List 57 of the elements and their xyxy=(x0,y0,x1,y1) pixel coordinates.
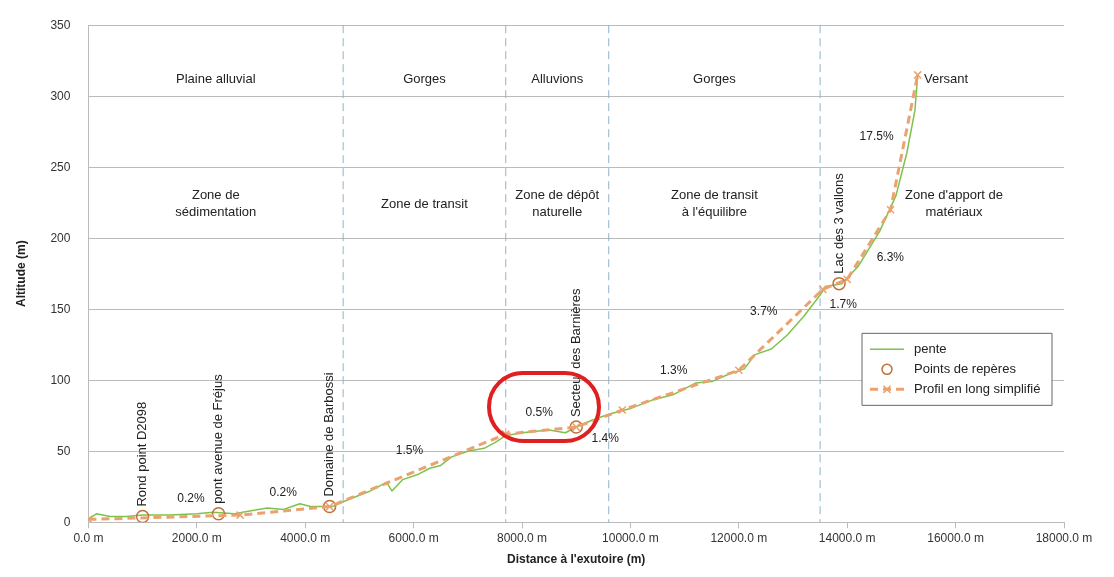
annotation: 0.2% xyxy=(177,491,205,506)
annotation: Zone de dépôt naturelle xyxy=(515,187,600,220)
point xyxy=(818,285,828,294)
data-label: Domaine de Barbossi xyxy=(321,372,337,497)
annotation: Versant xyxy=(924,71,969,87)
annotation: Plaine alluvial xyxy=(176,71,256,87)
legend-label: pente xyxy=(914,340,947,356)
x-tick-label: 14000.0 m xyxy=(818,530,876,545)
y-tick-label: 150 xyxy=(50,301,71,316)
point xyxy=(235,510,245,520)
x-tick-label: 4000.0 m xyxy=(280,530,331,545)
annotation: 0.2% xyxy=(269,484,298,499)
point xyxy=(832,276,846,291)
x-axis-title: Distance à l'exutoire (m) xyxy=(507,552,646,567)
annotation: Zone de sédimentation xyxy=(175,187,257,220)
annotation: Gorges xyxy=(403,71,447,87)
x-tick-label: 0.0 m xyxy=(73,530,104,545)
point xyxy=(842,275,852,284)
legend-label: Points de repères xyxy=(914,360,1017,376)
y-axis-title: Altitude (m) xyxy=(13,240,28,308)
point xyxy=(734,365,744,375)
y-tick-label: 0 xyxy=(63,514,71,529)
annotation: 1.4% xyxy=(591,431,620,446)
x-tick-label: 6000.0 m xyxy=(388,530,439,545)
point xyxy=(135,509,150,523)
y-tick-label: 250 xyxy=(50,159,71,174)
point xyxy=(913,70,922,80)
point xyxy=(617,405,627,415)
annotation: 1.5% xyxy=(395,442,424,457)
annotation: 1.7% xyxy=(829,296,858,311)
annotation: Zone de transit à l'équilibre xyxy=(671,187,759,220)
x-tick-label: 2000.0 m xyxy=(171,530,222,545)
x-tick-label: 8000.0 m xyxy=(496,530,548,545)
x-tick-label: 16000.0 m xyxy=(927,530,984,545)
y-tick-label: 300 xyxy=(50,88,71,103)
y-tick-label: 350 xyxy=(50,17,71,32)
annotation: Zone de transit xyxy=(381,195,469,211)
legend-label: Profil en long simplifié xyxy=(914,380,1041,396)
data-label: pont avenue de Fréjus xyxy=(210,373,226,504)
annotation: Alluvions xyxy=(531,71,584,87)
y-tick-label: 50 xyxy=(57,443,71,458)
annotation: 17.5% xyxy=(859,129,894,144)
y-tick-label: 100 xyxy=(50,372,71,387)
annotation: 3.7% xyxy=(750,304,778,319)
data-label: Rond point D2098 xyxy=(134,401,150,507)
annotation: 1.3% xyxy=(660,362,688,377)
x-tick-label: 10000.0 m xyxy=(602,530,659,545)
annotation: 0.5% xyxy=(525,404,554,419)
annotation: Gorges xyxy=(693,71,737,87)
y-tick-label: 200 xyxy=(50,230,71,245)
x-tick-label: 12000.0 m xyxy=(710,530,768,545)
annotation: Zone d'apport de matériaux xyxy=(905,187,1003,220)
point xyxy=(211,506,226,521)
x-tick-label: 18000.0 m xyxy=(1035,530,1093,545)
data-label: Lac des 3 vallons xyxy=(830,172,846,274)
annotation: 6.3% xyxy=(876,250,905,265)
point xyxy=(886,205,895,215)
